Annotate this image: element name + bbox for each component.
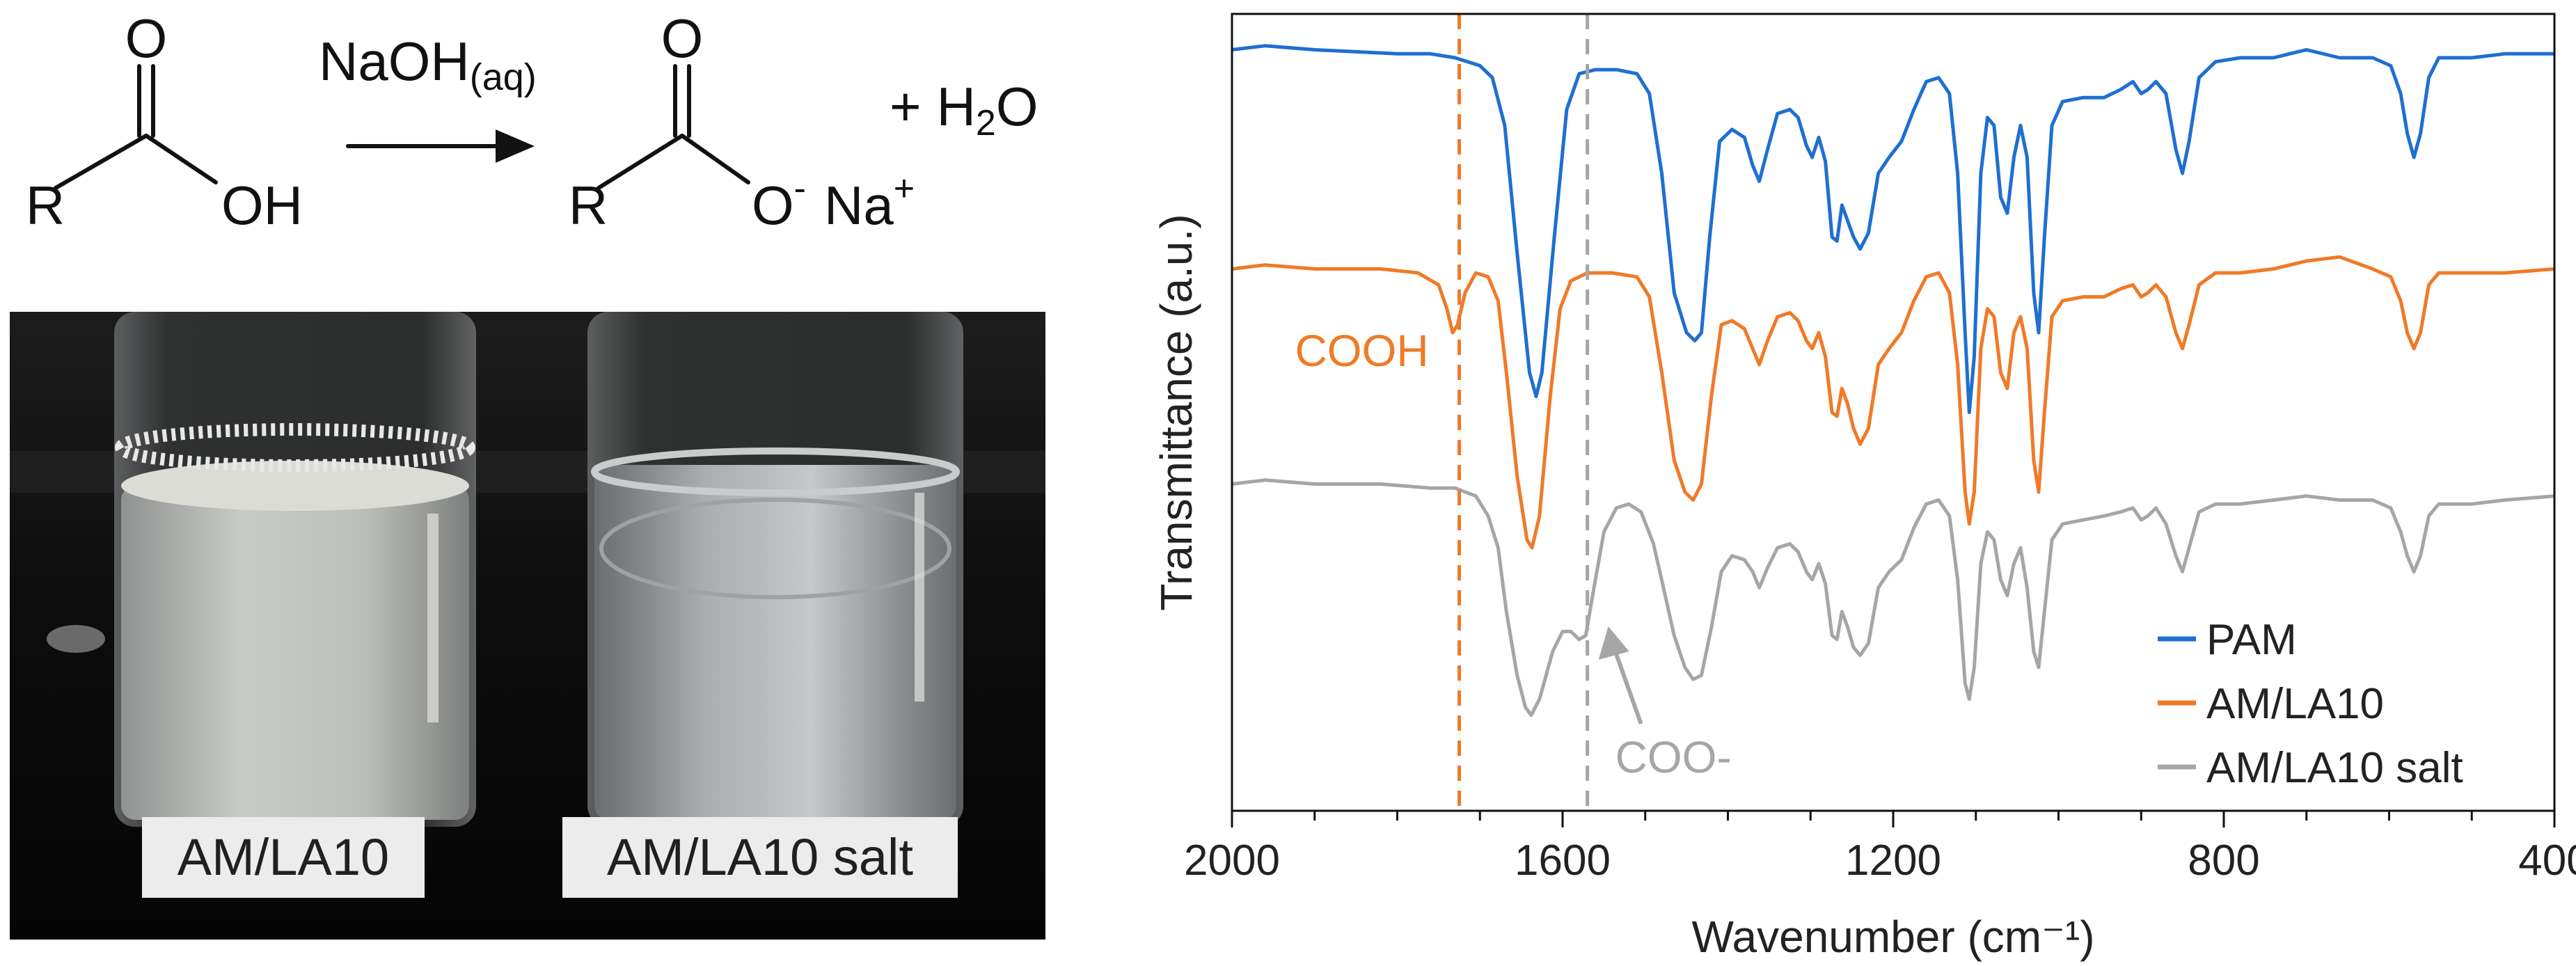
vial-left-bubbles — [115, 423, 475, 472]
reactant-bond-oh — [144, 134, 218, 184]
series-line-0 — [1231, 44, 2554, 414]
reactant-bond-r — [54, 134, 148, 190]
x-tick-label: 400 — [2518, 837, 2576, 885]
vial-photo-drawing — [10, 312, 1045, 940]
reactant-oh: OH — [221, 175, 303, 236]
series-line-2 — [1231, 478, 2555, 718]
reaction-scheme: O R OH NaOH(aq) O R O- Na+ + H2O — [0, 0, 1128, 292]
annotation-coo-arrow — [1598, 626, 1643, 725]
x-tick-label: 1600 — [1515, 837, 1611, 885]
x-tick-label: 2000 — [1184, 837, 1280, 885]
product-bond-o — [680, 134, 750, 184]
reaction-arrow-head — [496, 129, 535, 163]
reagent-naoh: NaOH(aq) — [319, 31, 537, 98]
legend-label-0: PAM — [2206, 616, 2297, 664]
annotation-arrow-head — [1598, 626, 1629, 660]
caption-am-la10-salt: AM/LA10 salt — [562, 817, 958, 898]
x-axis-label: Wavenumber (cm⁻¹) — [1691, 912, 2094, 962]
product-carbonyl-o: O — [661, 8, 704, 69]
reactant-carbonyl-o: O — [125, 8, 168, 69]
vial-right-reflection — [915, 493, 924, 702]
product-r-group: R — [569, 175, 608, 236]
vial-photo: AM/LA10 AM/LA10 salt — [10, 312, 1045, 940]
chart-legend: PAM AM/LA10 AM/LA10 salt — [2158, 616, 2463, 792]
vial-right-meniscus — [591, 448, 960, 496]
reactant-r-group: R — [26, 175, 65, 236]
vial-right-liquid — [594, 465, 956, 820]
product-carboxylate: O- Na+ — [752, 168, 915, 236]
annotation-coo: COO- — [1615, 732, 1732, 782]
reference-lines — [1457, 14, 1590, 811]
byproduct-water: + H2O — [890, 76, 1038, 143]
vial-left-liquid — [121, 486, 469, 820]
legend-label-2: AM/LA10 salt — [2206, 744, 2463, 792]
plot-lines — [1231, 44, 2555, 718]
y-axis-label: Transmittance (a.u.) — [1151, 214, 1201, 610]
vial-left-meniscus — [121, 461, 469, 511]
x-axis-ticks: 2000 1600 1200 800 400 — [1184, 811, 2576, 885]
vial-left-reflection — [427, 514, 438, 722]
ftir-chart: 200016001200800400 Transmittance (a.u.) … — [1151, 13, 2576, 962]
x-tick-label: 1200 — [1845, 837, 1941, 885]
caption-am-la10: AM/LA10 — [142, 817, 425, 898]
legend-label-1: AM/LA10 — [2206, 680, 2384, 728]
x-tick-label: 800 — [2188, 837, 2259, 885]
series-line-1 — [1231, 255, 2555, 550]
bench-spot — [47, 625, 105, 653]
vial-right-ring — [599, 498, 951, 599]
annotation-cooh: COOH — [1295, 326, 1429, 376]
product-bond-r — [596, 134, 684, 190]
annotation-arrow-shaft — [1611, 646, 1643, 725]
reaction-scheme-svg: O R OH NaOH(aq) O R O- Na+ + H2O — [26, 8, 1038, 236]
